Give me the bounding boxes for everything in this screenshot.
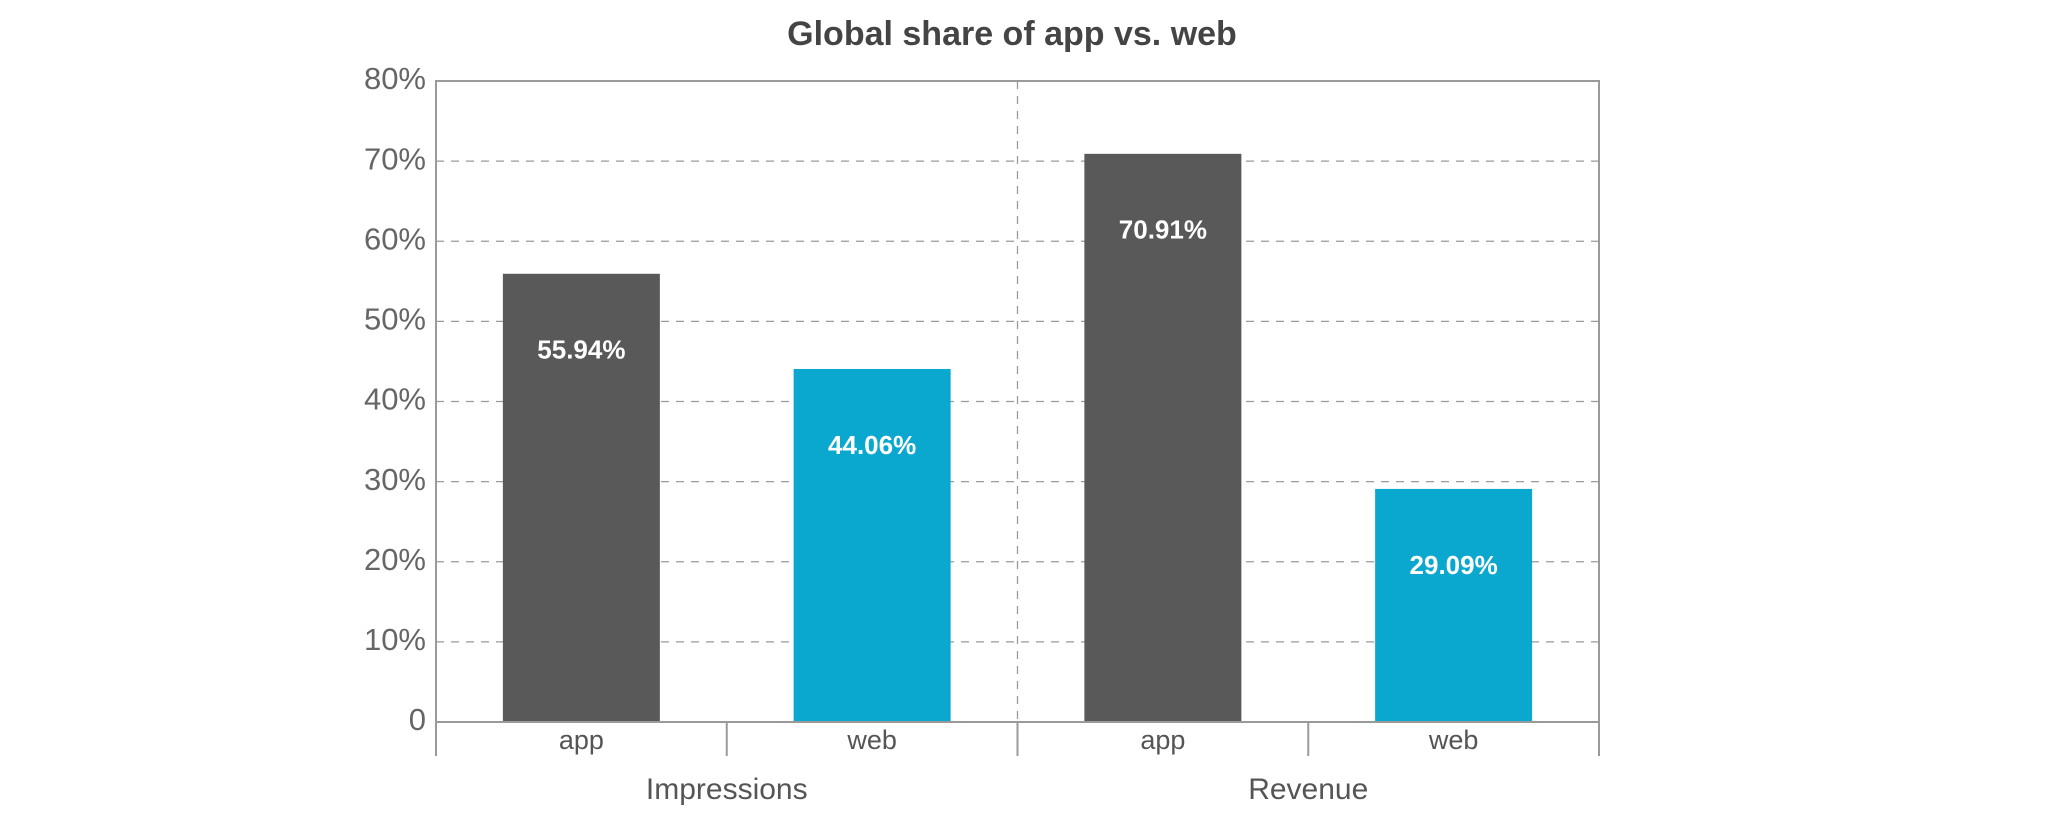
- x-tick-label: app: [1140, 725, 1185, 755]
- value-label: 44.06%: [828, 430, 916, 460]
- y-tick-label: 50%: [364, 302, 426, 337]
- y-tick-label: 10%: [364, 622, 426, 657]
- bar: [793, 368, 951, 722]
- chart-title: Global share of app vs. web: [787, 15, 1237, 53]
- y-tick-label: 60%: [364, 221, 426, 256]
- y-tick-label: 40%: [364, 382, 426, 417]
- x-tick-label: web: [846, 725, 897, 755]
- bar: [1375, 488, 1533, 722]
- group-label: Revenue: [1248, 773, 1368, 806]
- x-tick-label: app: [559, 725, 604, 755]
- group-label: Impressions: [646, 773, 808, 806]
- y-tick-label: 30%: [364, 462, 426, 497]
- y-tick-label: 0: [409, 702, 426, 737]
- value-label: 70.91%: [1119, 215, 1207, 245]
- bar: [1084, 153, 1242, 722]
- value-label: 29.09%: [1410, 550, 1498, 580]
- plot-frame: [435, 80, 1600, 722]
- y-tick-label: 20%: [364, 542, 426, 577]
- y-tick-label: 70%: [364, 141, 426, 176]
- bar: [502, 273, 660, 722]
- value-label: 55.94%: [537, 335, 625, 365]
- x-tick-label: web: [1428, 725, 1479, 755]
- y-tick-label: 80%: [364, 61, 426, 96]
